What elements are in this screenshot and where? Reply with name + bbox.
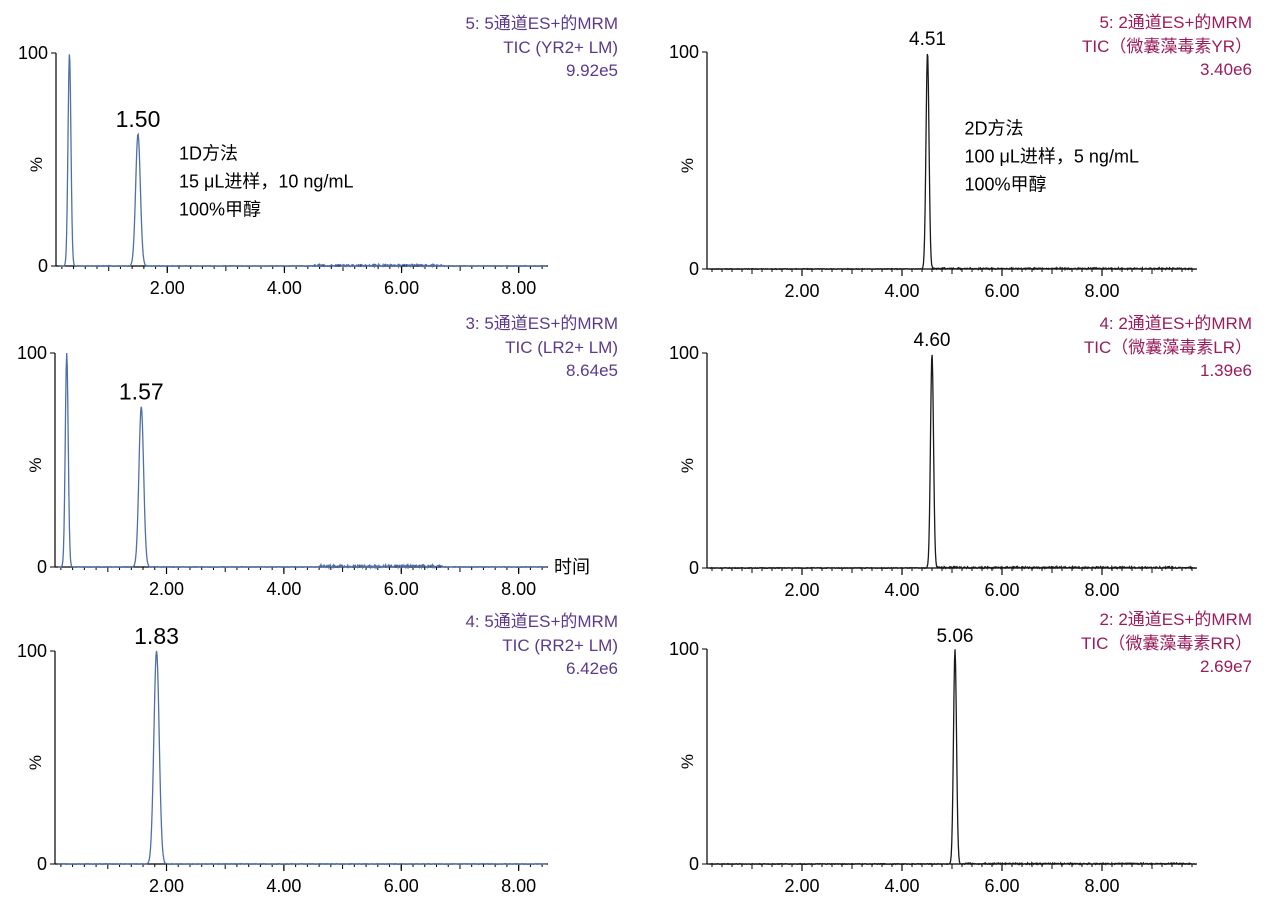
x-tick-label: 2.00 [149,876,184,896]
x-tick-label: 2.00 [784,580,819,600]
trace-header-channel: 5: 2通道ES+的MRM [1099,13,1252,32]
x-tick-label: 6.00 [384,278,419,298]
trace-header-intensity: 9.92e5 [566,61,618,80]
trace-header-tic: TIC（微囊藻毒素LR） [1084,338,1252,357]
trace-header-channel: 3: 5通道ES+的MRM [465,314,618,333]
trace-header-channel: 2: 2通道ES+的MRM [1099,610,1252,629]
series-trace [709,53,1197,272]
x-tick-label: 8.00 [1084,876,1119,896]
y-tick-label: 0 [38,256,48,276]
trace-header-intensity: 8.64e5 [566,361,618,380]
x-tick-label: 8.00 [501,579,536,599]
chart-panel-6: 0 100% 2.00 4.00 6.00 8.00 5.06 2: 2通道ES+的MRM TI… [669,610,1252,896]
trace-header-channel: 5: 5通道ES+的MRM [465,14,618,33]
method-annotation-line: 100%甲醇 [965,174,1047,194]
chart-panel-4: 0 100% 2.00 4.00 6.00 8.00 4.60 4: 2通道ES+的MRM TI… [669,314,1252,600]
x-tick-label: 2.00 [784,876,819,896]
y-tick-label: 100 [669,42,699,62]
trace-header-tic: TIC (RR2+ LM) [502,636,618,655]
x-tick-label: 8.00 [1084,281,1119,301]
y-tick-label: 0 [689,854,699,874]
series-trace [57,650,547,866]
y-tick-label: 100 [17,641,47,661]
peak-time-label: 1.50 [116,106,161,132]
peak-time-label: 4.51 [909,29,946,50]
y-tick-label: 0 [689,558,699,578]
y-tick-label: 100 [18,43,48,63]
y-axis-label: % [27,157,46,172]
x-tick-label: 4.00 [267,278,302,298]
peak-time-label: 4.60 [914,330,951,351]
x-tick-label: 4.00 [884,580,919,600]
x-tick-label: 8.00 [501,278,536,298]
x-axis-label: 时间 [554,557,590,577]
chart-panel-3: 0 100% 2.00 4.00 6.00 8.00 时间 1.57 3: 5通道ES+的MRM… [17,314,618,599]
x-tick-label: 2.00 [150,278,185,298]
trace-header-intensity: 1.39e6 [1200,361,1252,380]
x-tick-label: 4.00 [266,876,301,896]
trace-header-tic: TIC (LR2+ LM) [505,338,618,357]
method-annotation-line: 15 μL进样，10 ng/mL [179,172,353,192]
y-tick-label: 100 [669,343,699,363]
trace-header-tic: TIC (YR2+ LM) [503,38,618,57]
peak-time-label: 1.57 [119,379,164,405]
trace-header-channel: 4: 2通道ES+的MRM [1099,314,1252,333]
trace-header-tic: TIC（微囊藻毒素YR） [1082,37,1252,56]
x-tick-label: 6.00 [984,281,1019,301]
y-axis-label: % [678,158,697,173]
x-tick-label: 6.00 [384,579,419,599]
x-tick-label: 6.00 [384,876,419,896]
peak-time-label: 1.83 [134,623,179,649]
y-tick-label: 0 [37,854,47,874]
x-tick-label: 2.00 [784,281,819,301]
y-tick-label: 100 [17,343,47,363]
series-trace [58,54,548,270]
y-tick-label: 100 [669,639,699,659]
x-tick-label: 4.00 [884,281,919,301]
x-tick-label: 6.00 [984,580,1019,600]
y-tick-label: 0 [689,259,699,279]
series-trace [57,352,547,570]
chart-panel-2: 0 100% 2.00 4.00 6.00 8.00 4.51 5: 2通道ES+的MRM TI… [669,13,1252,301]
y-axis-label: % [678,458,697,473]
x-tick-label: 4.00 [884,876,919,896]
method-annotation-line: 100 μL进样，5 ng/mL [965,146,1139,166]
method-annotation-line: 100%甲醇 [179,200,261,220]
series-trace [709,354,1197,571]
chart-panel-5: 0 100% 2.00 4.00 6.00 8.00 1.83 4: 5通道ES+的MRM TI… [17,612,618,896]
x-tick-label: 4.00 [266,579,301,599]
trace-header-channel: 4: 5通道ES+的MRM [465,612,618,631]
y-tick-label: 0 [37,557,47,577]
y-axis-label: % [26,755,45,770]
x-tick-label: 8.00 [1084,580,1119,600]
trace-header-tic: TIC（微囊藻毒素RR） [1081,634,1252,653]
x-tick-label: 8.00 [501,876,536,896]
trace-header-intensity: 6.42e6 [566,659,618,678]
series-trace [709,649,1197,867]
y-axis-label: % [678,754,697,769]
x-tick-label: 6.00 [984,876,1019,896]
trace-header-intensity: 2.69e7 [1200,657,1252,676]
y-axis-label: % [26,457,45,472]
method-annotation-line: 2D方法 [965,118,1024,138]
trace-header-intensity: 3.40e6 [1200,60,1252,79]
chart-panel-1: 0 100% 2.00 4.00 6.00 8.00 1.50 5: 5通道ES+的MRM TI… [18,14,618,298]
method-annotation-line: 1D方法 [179,144,238,164]
x-tick-label: 2.00 [149,579,184,599]
peak-time-label: 5.06 [937,626,974,647]
